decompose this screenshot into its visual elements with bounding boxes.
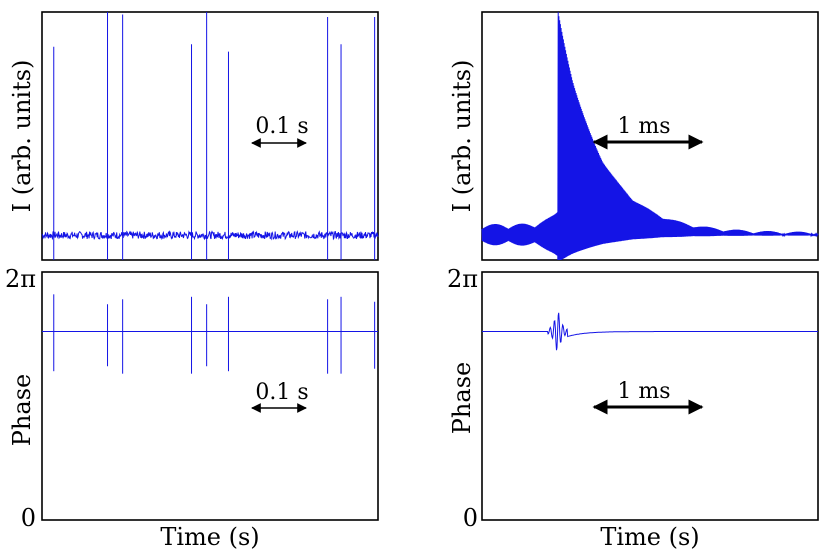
scale-bar-label: 1 ms bbox=[617, 114, 670, 139]
panel-phase-fast: Phase 2π 0 1 ms Time (s) bbox=[447, 265, 819, 551]
y-axis-label: I (arb. units) bbox=[448, 60, 476, 213]
scale-bar-label: 0.1 s bbox=[255, 380, 308, 405]
y-axis-label: Phase bbox=[8, 374, 36, 446]
panel-intensity-fast: I (arb. units) 1 ms bbox=[448, 11, 819, 261]
x-axis-label: Time (s) bbox=[160, 523, 259, 551]
panel-phase-slow: Phase 2π 0 0.1 s Time (s) bbox=[5, 265, 379, 551]
phase-trace bbox=[482, 312, 818, 351]
scale-bar-label: 1 ms bbox=[617, 379, 670, 404]
panel-intensity-slow: I (arb. units) 0.1 s bbox=[8, 11, 379, 261]
signal-group bbox=[482, 312, 818, 351]
y-tick-label-bottom: 0 bbox=[463, 504, 478, 532]
y-tick-label-top: 2π bbox=[5, 265, 36, 293]
plot-frame bbox=[41, 271, 379, 521]
burst-trace bbox=[481, 12, 819, 261]
signal-group bbox=[481, 12, 819, 261]
y-tick-label-bottom: 0 bbox=[21, 504, 36, 532]
y-axis-label: I (arb. units) bbox=[8, 60, 36, 213]
plot-frame bbox=[481, 11, 819, 261]
scale-bar-label: 0.1 s bbox=[255, 114, 308, 139]
y-tick-label-top: 2π bbox=[447, 265, 478, 293]
signal-group bbox=[41, 12, 379, 260]
noise-baseline-line bbox=[41, 230, 379, 241]
y-axis-label: Phase bbox=[448, 362, 476, 434]
signal-group bbox=[42, 294, 378, 374]
plot-frame bbox=[481, 271, 819, 521]
x-axis-label: Time (s) bbox=[600, 523, 699, 551]
plot-frame bbox=[41, 11, 379, 261]
